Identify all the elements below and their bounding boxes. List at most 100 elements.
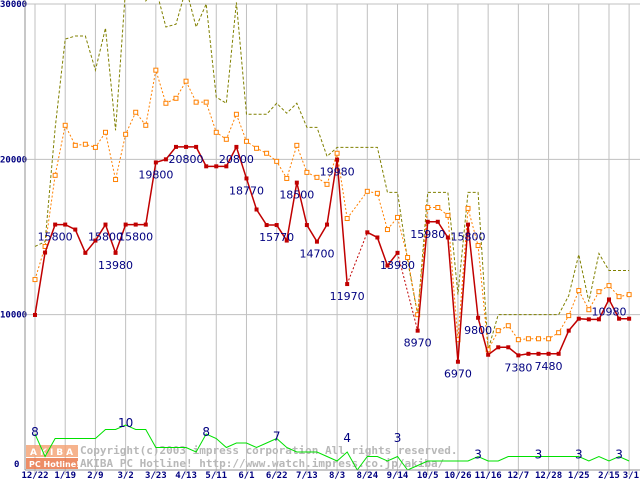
data-point-average <box>465 205 471 211</box>
data-point-average <box>425 204 431 210</box>
data-point-min <box>546 351 551 356</box>
price-label: 13980 <box>98 259 133 272</box>
data-point-average <box>556 330 562 336</box>
data-point-average <box>133 109 139 115</box>
data-point-min <box>466 222 471 227</box>
data-point-min <box>606 297 611 302</box>
x-tick-label: 2/9 <box>87 471 103 480</box>
data-point-min <box>566 328 571 333</box>
x-tick-label: 3/2 <box>117 471 133 480</box>
data-point-min <box>103 222 108 227</box>
series-gap-average <box>346 191 368 219</box>
data-point-min <box>113 250 118 255</box>
data-point-average <box>294 142 300 148</box>
price-label: 20800 <box>169 153 204 166</box>
price-label: 7380 <box>504 361 532 374</box>
series-max <box>34 0 630 350</box>
data-point-min <box>596 317 601 322</box>
data-point-min <box>304 223 309 228</box>
data-point-min <box>33 312 37 317</box>
data-point-min <box>204 164 209 169</box>
data-point-average <box>596 289 602 295</box>
data-point-average <box>405 255 411 261</box>
data-point-average <box>233 111 239 117</box>
data-point-min <box>476 315 481 320</box>
data-point-min <box>435 219 440 224</box>
data-point-min <box>264 223 269 228</box>
data-point-min <box>375 235 380 240</box>
count-label: 3 <box>394 431 402 445</box>
data-point-min <box>627 316 632 321</box>
data-point-min <box>395 250 400 255</box>
data-point-average <box>546 336 552 342</box>
logo-top: AKIBA <box>30 448 76 458</box>
data-point-min <box>63 222 68 227</box>
data-point-min <box>455 359 460 364</box>
data-point-average <box>374 190 380 196</box>
data-point-min <box>576 316 581 321</box>
x-tick-label: 12/22 <box>21 471 48 480</box>
series-average <box>32 67 632 353</box>
data-point-min <box>385 263 390 268</box>
data-point-average <box>82 141 88 147</box>
data-point-min <box>425 219 430 224</box>
data-point-average <box>264 150 270 156</box>
x-tick-label: 1/19 <box>54 471 76 480</box>
x-tick-label: 8/24 <box>356 471 378 480</box>
data-point-min <box>445 235 450 240</box>
data-point-average <box>576 288 582 294</box>
data-point-average <box>606 283 612 289</box>
x-tick-label: 12/28 <box>535 471 562 480</box>
price-label: 15980 <box>410 228 445 241</box>
logo-bottom: PC Hotline! <box>29 460 80 469</box>
data-point-average <box>173 95 179 101</box>
count-label: 10 <box>118 416 133 430</box>
data-point-average <box>143 122 149 128</box>
data-point-average <box>495 328 501 334</box>
data-point-min <box>73 227 78 232</box>
y-tick-label: 30000 <box>0 0 27 10</box>
data-point-average <box>52 172 58 178</box>
x-tick-label: 2/15 <box>598 471 620 480</box>
data-point-average <box>113 177 119 183</box>
x-tick-label: 7/13 <box>296 471 318 480</box>
data-point-min <box>153 160 158 165</box>
price-label: 7480 <box>535 360 563 373</box>
data-point-average <box>92 144 98 150</box>
series-line-min <box>34 144 348 316</box>
data-point-min <box>194 144 199 149</box>
series-line-average <box>34 70 348 280</box>
data-point-min <box>526 351 531 356</box>
data-point-average <box>395 214 401 220</box>
data-point-min <box>184 144 189 149</box>
data-point-average <box>515 337 521 343</box>
data-point-average <box>344 216 350 222</box>
data-point-average <box>586 307 592 313</box>
data-point-average <box>445 212 451 218</box>
data-point-min <box>496 345 501 350</box>
series-min <box>33 144 632 364</box>
data-point-min <box>314 239 319 244</box>
data-point-average <box>62 122 68 128</box>
data-point-min <box>143 222 148 227</box>
data-point-average <box>324 181 330 187</box>
y-tick-label: 10000 <box>0 311 27 321</box>
data-point-average <box>183 78 189 84</box>
x-tick-label: 1/25 <box>568 471 590 480</box>
x-tick-label: 4/13 <box>175 471 197 480</box>
data-point-average <box>102 129 108 135</box>
data-point-min <box>415 328 420 333</box>
price-label: 19800 <box>138 168 173 181</box>
akiba-logo: AKIBA PC Hotline! <box>26 445 80 469</box>
data-point-average <box>123 131 129 137</box>
data-point-average <box>193 99 199 105</box>
price-label: 15800 <box>88 231 123 244</box>
data-point-average <box>505 323 511 329</box>
copyright-text: Copyright(c)2003 impress corporation All… <box>80 444 458 457</box>
data-point-average <box>223 136 229 142</box>
price-label: 18500 <box>279 189 314 202</box>
count-label: 8 <box>202 425 210 439</box>
y-tick-label: 0 <box>14 460 19 470</box>
